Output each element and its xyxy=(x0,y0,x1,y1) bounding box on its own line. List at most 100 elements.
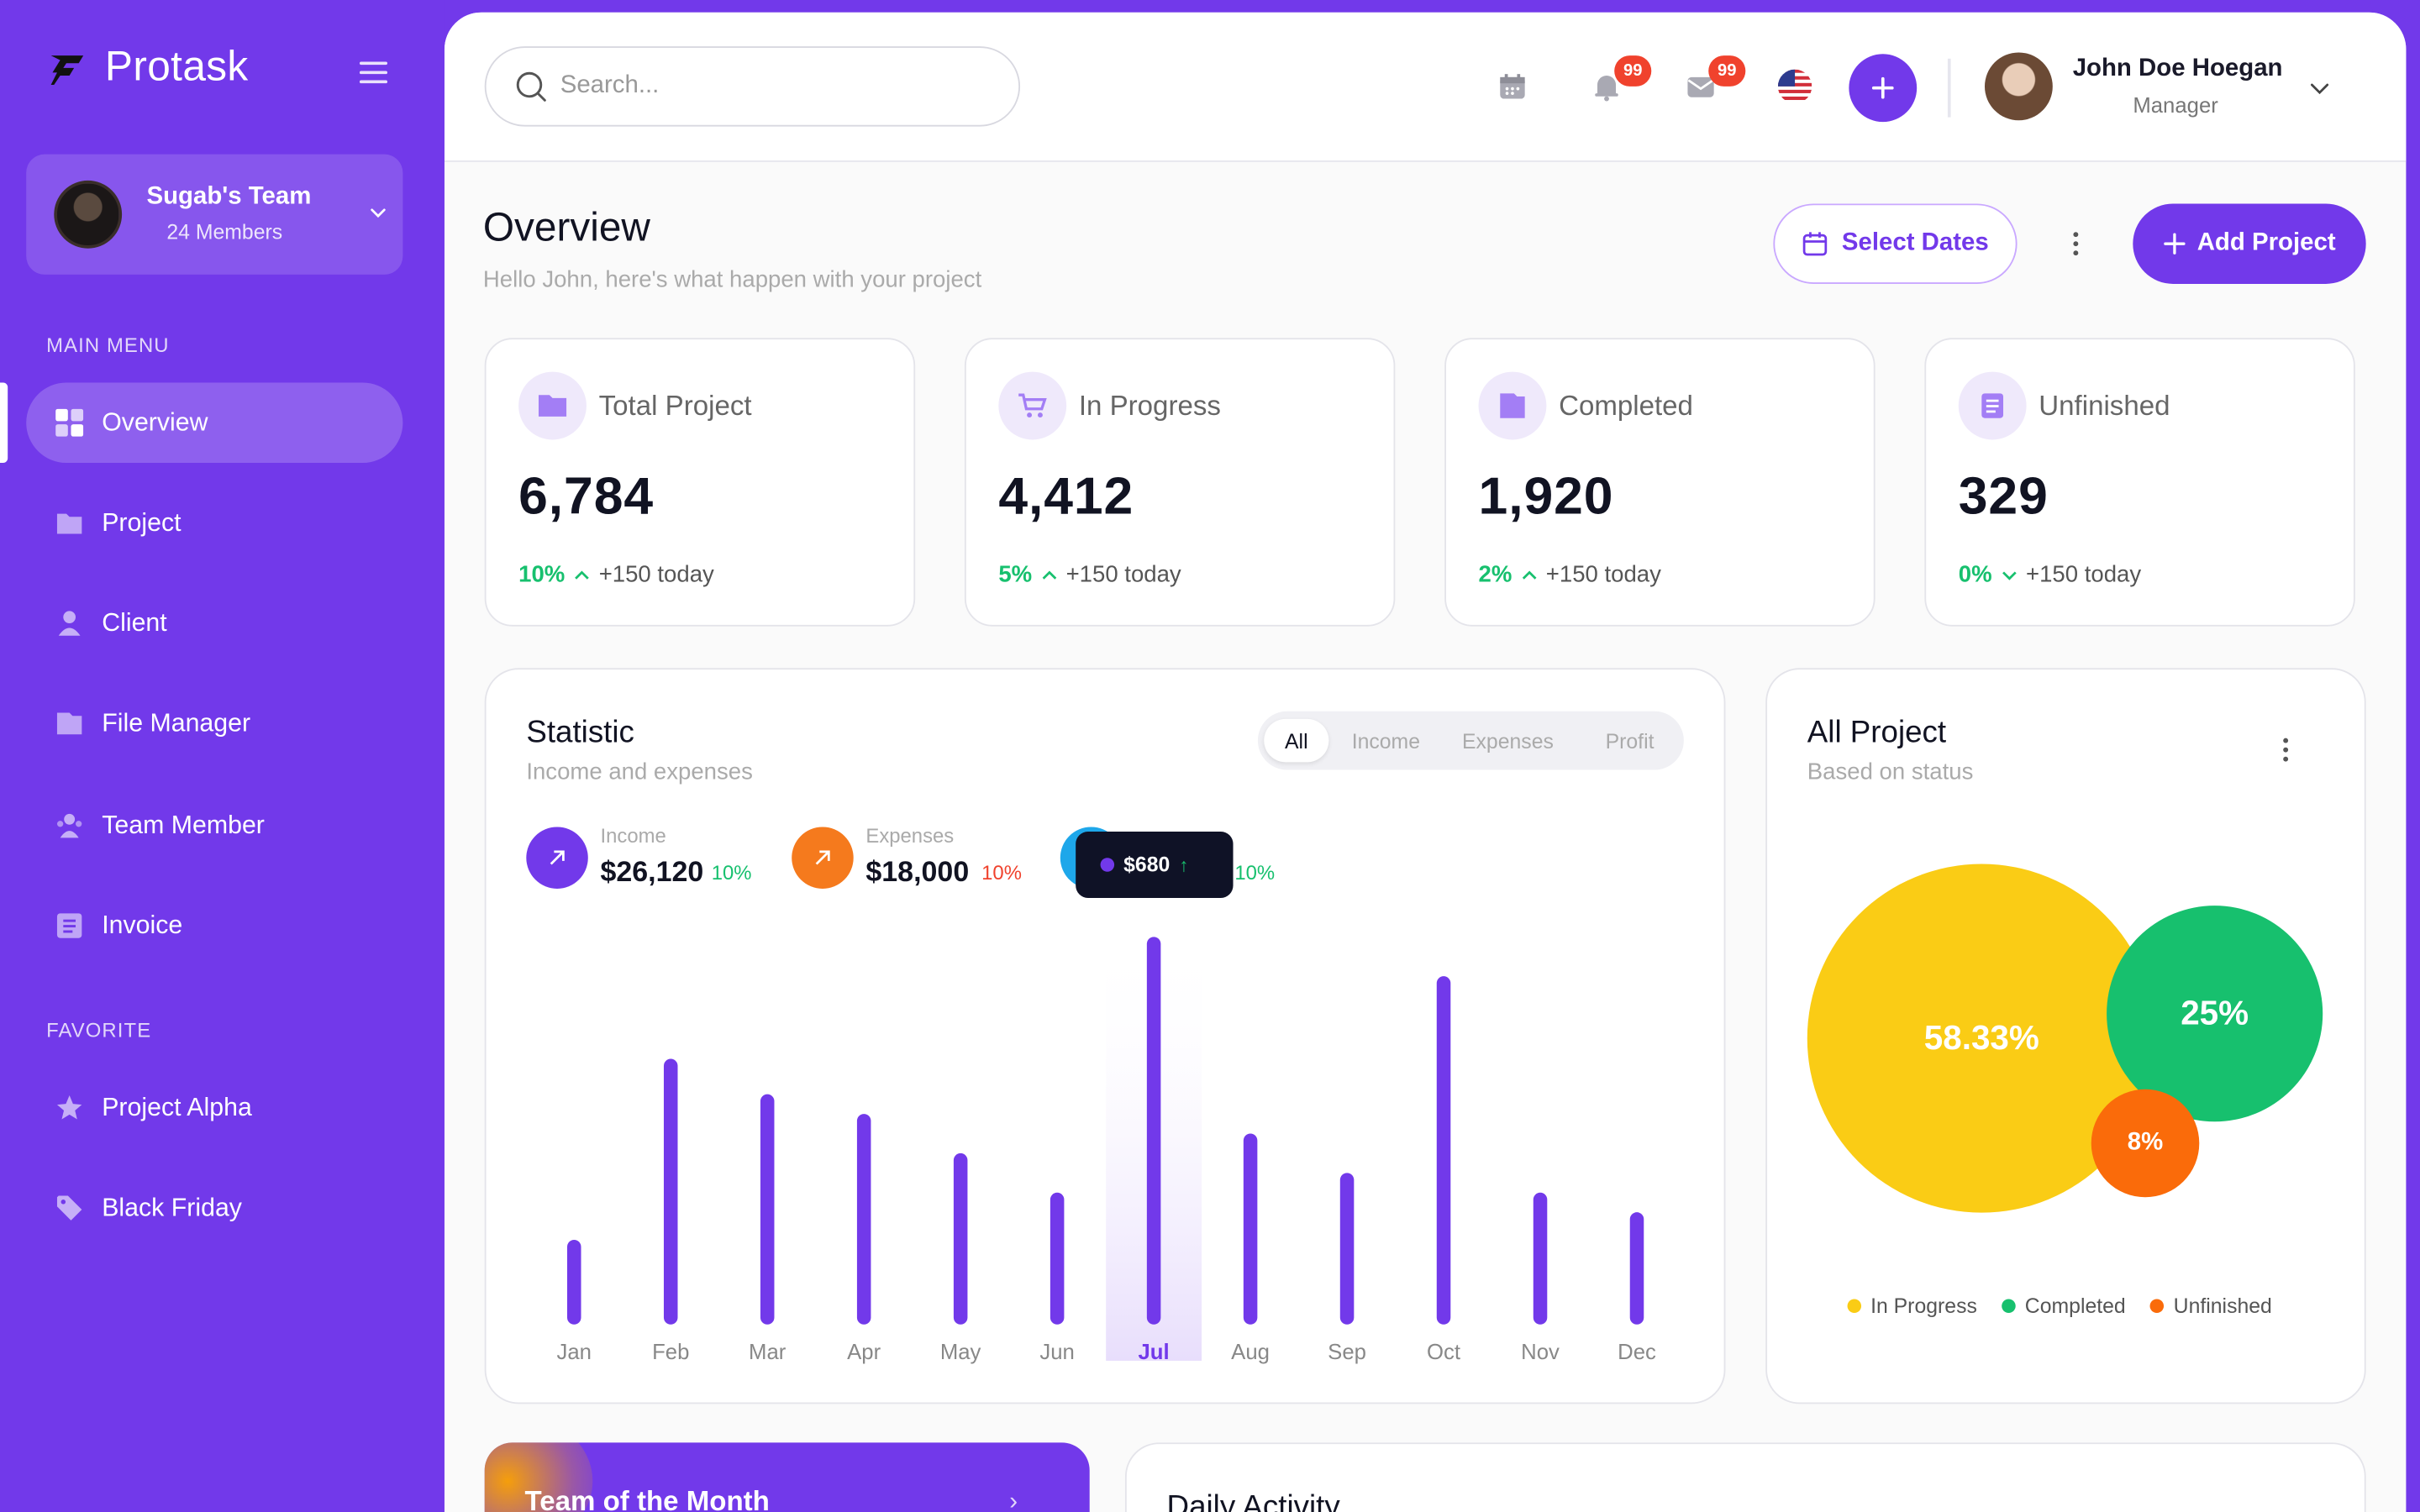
divider xyxy=(1947,58,1951,118)
sidebar-item-project[interactable]: Project xyxy=(26,483,402,564)
expenses-value: $18,000 xyxy=(865,854,970,888)
sidebar-item-project-alpha[interactable]: Project Alpha xyxy=(26,1068,402,1148)
quick-add-button[interactable] xyxy=(1849,54,1918,123)
team-icon xyxy=(56,813,82,838)
stat-card-in-progress[interactable]: In Progress 4,412 5% +150 today xyxy=(964,338,1396,627)
x-tick-label: Nov xyxy=(1521,1339,1560,1364)
menu-toggle-icon[interactable] xyxy=(359,61,388,84)
plus-icon xyxy=(1871,76,1894,99)
sidebar-item-overview[interactable]: Overview xyxy=(26,382,403,464)
income-percent: 10% xyxy=(711,860,752,885)
team-members-count: 24 Members xyxy=(166,220,283,244)
stat-footer: 2% +150 today xyxy=(1479,562,1661,588)
team-switcher[interactable]: Sugab's Team 24 Members xyxy=(26,154,403,275)
x-tick-label: May xyxy=(939,1339,981,1364)
sidebar-item-black-friday[interactable]: Black Friday xyxy=(26,1168,402,1248)
plus-icon xyxy=(2163,233,2185,255)
more-vertical-icon[interactable] xyxy=(2276,734,2295,765)
x-tick-label: Mar xyxy=(749,1339,786,1364)
legend-label: Completed xyxy=(2024,1294,2126,1318)
sidebar-item-label: Client xyxy=(102,608,167,637)
stat-card-total-project[interactable]: Total Project 6,784 10% +150 today xyxy=(484,338,916,627)
stat-percent: 0% xyxy=(1958,561,1992,588)
tab-expenses[interactable]: Expenses xyxy=(1461,728,1554,753)
search-input[interactable] xyxy=(560,72,992,101)
calendar-icon[interactable] xyxy=(1497,71,1528,102)
mail-icon[interactable] xyxy=(1686,71,1717,102)
us-flag-icon[interactable] xyxy=(1777,69,1812,104)
stat-footer: 5% +150 today xyxy=(998,562,1181,588)
notifications-badge: 99 xyxy=(1614,55,1652,87)
active-indicator xyxy=(0,382,8,464)
more-vertical-icon[interactable] xyxy=(2066,228,2085,260)
invoice-icon xyxy=(56,913,82,938)
chevron-right-icon[interactable]: › xyxy=(1009,1488,1018,1512)
team-name: Sugab's Team xyxy=(146,183,312,210)
stat-percent: 10% xyxy=(518,561,566,588)
sidebar-item-invoice[interactable]: Invoice xyxy=(26,885,402,966)
sidebar-item-team-member[interactable]: Team Member xyxy=(26,785,402,866)
statistic-subtitle: Income and expenses xyxy=(526,759,753,785)
tab-income[interactable]: Income xyxy=(1351,728,1421,753)
stat-label: Total Project xyxy=(598,390,752,422)
all-project-subtitle: Based on status xyxy=(1807,759,1974,785)
x-tick-label: Oct xyxy=(1427,1339,1461,1364)
favorite-label: FAVORITE xyxy=(46,1018,152,1042)
highlight-column xyxy=(1106,932,1202,1361)
user-name: John Doe Hoegan xyxy=(2072,55,2283,82)
chevron-up-icon xyxy=(1042,570,1056,579)
sidebar-item-label: Invoice xyxy=(102,911,183,939)
star-icon xyxy=(56,1095,82,1120)
tab-profit[interactable]: Profit xyxy=(1605,728,1655,753)
expenses-icon xyxy=(792,827,854,889)
income-icon xyxy=(526,827,588,889)
page-subtitle: Hello John, here's what happen with your… xyxy=(482,266,982,293)
cart-icon xyxy=(998,371,1067,440)
stat-card-unfinished[interactable]: Unfinished 329 0% +150 today xyxy=(1924,338,2355,627)
add-project-button[interactable]: Add Project xyxy=(2133,203,2366,284)
sidebar-item-file-manager[interactable]: File Manager xyxy=(26,684,402,764)
expenses-percent: 10% xyxy=(981,860,1022,885)
bubble-completed[interactable]: 25% xyxy=(2107,906,2323,1122)
stat-value: 4,412 xyxy=(998,467,1134,527)
stat-percent: 5% xyxy=(998,561,1033,588)
x-tick-label: Dec xyxy=(1618,1339,1656,1364)
main-content: 99 99 John Doe Hoegan Manager Overview H… xyxy=(444,12,2407,1512)
profit-percent: 10% xyxy=(1234,860,1276,885)
topbar: 99 99 John Doe Hoegan Manager xyxy=(444,12,2407,162)
chart-tooltip: $680 ↑ xyxy=(1076,831,1234,898)
bubble-unfinished[interactable]: 8% xyxy=(2091,1089,2200,1198)
income-label: Income xyxy=(600,823,666,848)
tooltip-value: $680 xyxy=(1123,853,1171,877)
brand-name: Protask xyxy=(104,43,249,90)
stat-footer: 10% +150 today xyxy=(518,562,714,588)
chevron-down-icon[interactable] xyxy=(2309,77,2331,99)
stat-today: +150 today xyxy=(598,561,714,588)
sidebar-item-label: Black Friday xyxy=(102,1193,242,1221)
statistic-title: Statistic xyxy=(526,716,634,750)
sidebar: Protask Sugab's Team 24 Members MAIN MEN… xyxy=(0,0,445,1512)
legend-item-in-progress: In Progress xyxy=(1847,1294,1977,1318)
sidebar-item-client[interactable]: Client xyxy=(26,583,402,664)
folder-icon xyxy=(518,371,587,440)
sidebar-item-label: Overview xyxy=(102,407,208,436)
stat-footer: 0% +150 today xyxy=(1959,562,2141,588)
user-avatar[interactable] xyxy=(1984,52,2053,121)
legend-item-completed: Completed xyxy=(2002,1294,2126,1318)
arrow-up-icon: ↑ xyxy=(1179,853,1189,876)
select-dates-label: Select Dates xyxy=(1841,229,1989,256)
select-dates-button[interactable]: Select Dates xyxy=(1773,203,2018,284)
brand[interactable]: Protask xyxy=(46,43,248,91)
search-box[interactable] xyxy=(484,46,1021,127)
x-tick-label: Apr xyxy=(847,1339,881,1364)
team-of-month-card[interactable]: Team of the Month › xyxy=(484,1442,1090,1512)
main-menu-label: MAIN MENU xyxy=(46,333,170,357)
legend-item-unfinished: Unfinished xyxy=(2150,1294,2272,1318)
legend-label: Unfinished xyxy=(2173,1294,2272,1318)
legend-dot xyxy=(2002,1299,2016,1314)
grid-icon xyxy=(55,408,84,437)
stat-card-completed[interactable]: Completed 1,920 2% +150 today xyxy=(1444,338,1876,627)
team-of-month-title: Team of the Month xyxy=(524,1485,770,1512)
tab-all[interactable]: All xyxy=(1264,718,1329,763)
bell-icon[interactable] xyxy=(1591,71,1623,102)
